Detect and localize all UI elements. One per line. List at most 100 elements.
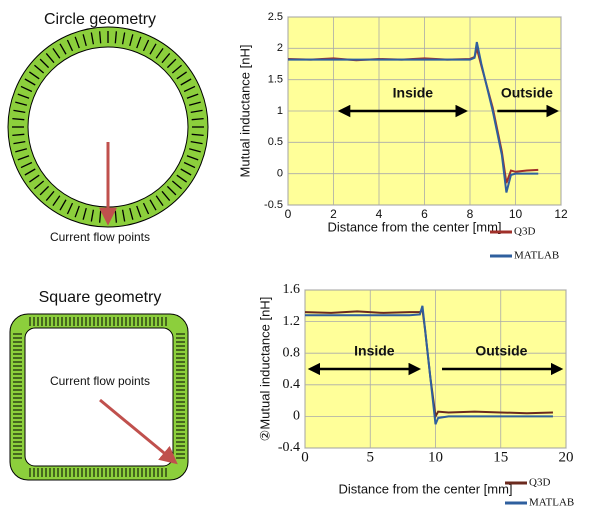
ring-tick (166, 185, 177, 196)
y-tick-label: 0 (293, 409, 300, 424)
ring-tick (186, 93, 199, 99)
ring-tick (59, 199, 67, 211)
arrow (99, 398, 178, 465)
x-tick-label: 12 (554, 207, 568, 221)
ring-tick (13, 109, 26, 114)
ring-tick (15, 101, 28, 106)
ring-tick (136, 36, 142, 49)
ring-tick (129, 207, 134, 220)
x-tick-label: 20 (559, 449, 574, 465)
series-line (305, 305, 553, 425)
ring-tick (13, 140, 26, 145)
ring-tick (20, 161, 33, 169)
ring-tick (82, 207, 87, 220)
ring-tick (74, 36, 80, 49)
ring-tick (20, 85, 33, 93)
legend-label: Q3D (514, 226, 535, 238)
annotation: Inside (393, 85, 434, 101)
annotation: Inside (354, 343, 395, 359)
ring-tick (186, 155, 199, 161)
ring-tick (176, 71, 188, 80)
ring-tick (59, 43, 67, 55)
ring-tick (136, 205, 142, 218)
ring-tick (82, 34, 87, 47)
x-tick-label: 6 (421, 207, 428, 221)
x-tick-label: 10 (509, 207, 523, 221)
ring-tick (24, 168, 36, 176)
ring-tick (142, 39, 150, 52)
ring-tick (188, 101, 201, 106)
y-axis-label: Mutual inductance [nH] (237, 45, 252, 178)
circle-diagram: Circle geometry Current flow points (7, 11, 209, 244)
ring-tick (98, 31, 102, 44)
ring-tick (191, 117, 204, 121)
ring-tick (66, 202, 74, 215)
ring-tick (90, 209, 95, 222)
ring-tick (171, 64, 182, 74)
annotation: Outside (501, 85, 553, 101)
y-tick-label: 0 (277, 168, 283, 180)
ring-tick (142, 202, 150, 215)
ring-outer (7, 26, 209, 228)
diagram-title: Square geometry (39, 289, 162, 306)
ring-tick (17, 93, 30, 99)
y-tick-label: 2.5 (268, 11, 283, 23)
y-tick-label: 1.5 (268, 74, 283, 86)
ring-tick (12, 133, 25, 137)
y-tick-label: -0.5 (264, 199, 283, 211)
y-tick-label: 1.2 (283, 314, 301, 329)
ring-tick (171, 180, 182, 190)
ring-tick (66, 39, 74, 52)
ring-tick (190, 109, 203, 114)
ring-tick (129, 34, 134, 47)
series-line (288, 41, 539, 193)
legend-label: MATLAB (529, 497, 574, 507)
ring-tick (90, 32, 95, 45)
x-axis-label: Distance from the center [mm] (338, 481, 512, 496)
ring-tick (17, 155, 30, 161)
x-tick-label: 2 (330, 207, 337, 221)
x-tick-label: 15 (493, 449, 508, 465)
ring-tick (155, 47, 164, 59)
ring-tick (149, 43, 157, 55)
x-tick-label: 5 (367, 449, 375, 465)
square-diagram: Square geometry Current flow points (9, 289, 189, 481)
ring-tick (74, 205, 80, 218)
ring-tick (149, 199, 157, 211)
y-tick-label: 0.8 (283, 345, 301, 360)
ring-tick (24, 78, 36, 86)
ring-tick (161, 53, 171, 64)
y-tick-label: 0.5 (268, 136, 283, 148)
ring-tick (39, 185, 50, 196)
y-tick-label: 2 (277, 42, 283, 54)
diagram-title: Circle geometry (44, 11, 156, 28)
legend-label: Q3D (529, 477, 550, 489)
ring-tick (183, 161, 196, 169)
square-inner (24, 327, 174, 467)
ring-tick (28, 174, 40, 183)
ring-tick (191, 133, 204, 137)
ring-tick (183, 85, 196, 93)
ring-tick (161, 190, 171, 201)
y-tick-label: 1.6 (283, 282, 301, 297)
ring-tick (45, 53, 55, 64)
ring-tick (121, 209, 126, 222)
ring-tick (15, 148, 28, 153)
ring-tick (114, 31, 118, 44)
x-axis-label: Distance from the center [mm] (327, 219, 501, 234)
x-tick-label: 4 (376, 207, 383, 221)
ring-tick (52, 47, 61, 59)
y-tick-label: 0.4 (283, 377, 301, 392)
ring-tick (155, 195, 164, 207)
ring-tick (12, 117, 25, 121)
legend-label: MATLAB (514, 250, 559, 262)
ring-tick (180, 168, 192, 176)
ring-tick (52, 195, 61, 207)
x-tick-label: 8 (467, 207, 474, 221)
ring-tick (45, 190, 55, 201)
x-tick-label: 0 (285, 207, 292, 221)
y-axis-label: ②Mutual inductance [nH] (257, 297, 272, 442)
